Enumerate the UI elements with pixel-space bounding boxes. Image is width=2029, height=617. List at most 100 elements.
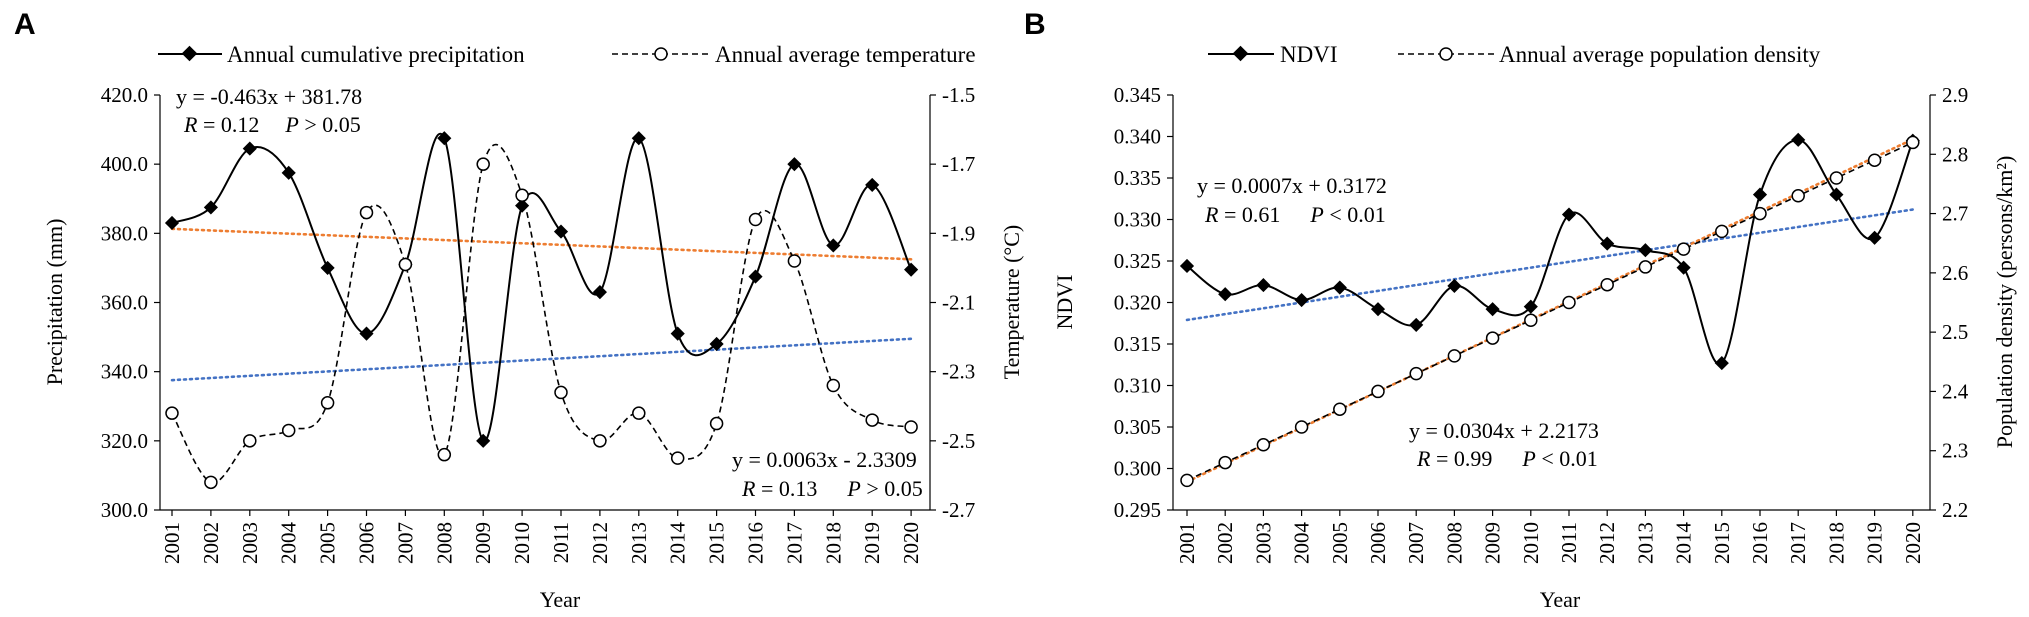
point-ndvi [1409,317,1424,332]
panel-b-y-ticks: 0.295 0.300 0.305 0.310 0.315 0.320 0.325 0.330… [1114,83,1173,522]
x-tick-label: 2004 [1290,522,1314,565]
b-eq2-r-label: R [1416,446,1431,471]
point-annual-average-temperature [787,254,802,268]
y-tick-label: 0.335 [1114,166,1161,190]
point-ndvi [1829,187,1844,202]
point-annual-average-population-density [1867,153,1882,167]
y-tick-label: 340.0 [101,360,148,384]
x-tick-label: 2006 [1366,522,1390,564]
x-tick-label: 2015 [705,522,729,564]
legend-ndvi-label: NDVI [1280,42,1338,67]
x-tick-label: 2012 [1595,522,1619,564]
x-tick-label: 2010 [1519,522,1543,564]
b-eq2-p-label: P [1521,446,1535,471]
point-annual-cumulative-precipitation [709,336,724,352]
x-tick-label: 2018 [821,522,845,564]
point-annual-cumulative-precipitation [631,131,646,146]
point-annual-average-temperature [865,413,879,427]
x-tick-label: 2017 [1786,522,1810,564]
b-eq1-p-value: < 0.01 [1324,202,1386,227]
legend-temp-marker [654,47,668,61]
y-tick-label: 0.340 [1114,125,1161,149]
point-ndvi [1752,187,1768,202]
point-annual-average-population-density [1409,366,1423,381]
eq1-r-label: R [183,112,198,137]
point-annual-average-temperature [281,423,296,438]
panel-b-eq1-stats: R = 0.61 P < 0.01 [1204,202,1386,227]
x-tick-label: 2007 [1404,522,1428,564]
b-eq2-p-value: < 0.01 [1536,446,1598,471]
point-annual-cumulative-precipitation [748,269,763,284]
point-annual-cumulative-precipitation [320,260,335,275]
point-annual-cumulative-precipitation [515,198,530,213]
point-ndvi [1370,302,1386,317]
panel-a-y2-ticks: -2.7 -2.5 -2.3 -2.1 -1.9 -1.7 -1.5 [930,83,975,522]
y-tick-label: 0.300 [1114,457,1161,481]
legend-ndvi-marker [1232,45,1249,62]
x-tick-label: 2011 [1557,522,1581,563]
point-annual-cumulative-precipitation [865,177,880,192]
point-annual-average-temperature [398,257,413,272]
point-annual-average-population-density [1676,242,1691,256]
eq1-p-value: > 0.05 [299,112,361,137]
y2-tick-label: -1.7 [942,152,975,176]
x-tick-label: 2020 [1901,522,1925,564]
y2-tick-label: -2.7 [942,498,975,522]
x-tick-label: 2018 [1824,522,1848,564]
y-tick-label: 360.0 [101,291,148,315]
panel-b-plot [1179,132,1920,488]
point-annual-average-population-density [1906,135,1920,150]
legend-pop-marker [1439,47,1453,61]
x-tick-label: 2019 [1863,522,1887,564]
panel-a-x-title: Year [540,587,581,612]
point-annual-average-population-density [1791,189,1805,203]
point-annual-cumulative-precipitation [670,326,685,341]
eq1-p-label: P [284,112,298,137]
b-eq1-r-label: R [1204,202,1219,227]
x-tick-label: 2012 [588,522,612,564]
x-tick-label: 2009 [471,522,495,564]
point-ndvi [1332,280,1347,295]
y2-tick-label: 2.2 [1942,498,1968,522]
panel-b-x-ticks: 2001 2002 2003 2004 2005 2006 2007 2008 2009 2010… [1175,510,1925,564]
x-tick-label: 2002 [199,522,223,564]
y-tick-label: 0.305 [1114,415,1161,439]
point-annual-average-temperature [670,451,685,465]
y-tick-label: 0.330 [1114,208,1161,232]
point-annual-average-temperature [165,406,179,420]
point-ndvi [1447,278,1462,293]
point-annual-average-population-density [1371,384,1385,399]
y2-tick-label: 2.7 [1942,202,1968,226]
point-annual-average-temperature [476,157,490,171]
y-tick-label: 400.0 [101,152,148,176]
point-annual-average-population-density [1715,224,1729,239]
point-ndvi [1218,287,1233,302]
panel-a-eq2-stats: R = 0.13 P > 0.05 [741,476,923,501]
x-tick-label: 2008 [1442,522,1466,564]
point-annual-average-temperature [709,416,724,431]
x-tick-label: 2004 [277,522,301,565]
point-annual-average-temperature [204,475,218,490]
b-eq1-r-value: = 0.61 [1218,202,1280,227]
point-annual-average-temperature [826,378,841,393]
panel-a-x-ticks: 2001 2002 2003 2004 2005 2006 2007 2008 2009 2010… [160,510,923,564]
y2-tick-label: -2.1 [942,291,975,315]
point-annual-cumulative-precipitation [437,131,452,146]
point-annual-average-temperature [554,385,568,400]
point-annual-average-temperature [359,205,374,220]
y-tick-label: 0.320 [1114,291,1161,315]
y2-tick-label: 2.3 [1942,439,1968,463]
point-ndvi [1676,260,1691,275]
eq2-p-label: P [846,476,860,501]
point-annual-cumulative-precipitation [787,157,802,172]
point-annual-cumulative-precipitation [592,285,607,300]
point-ndvi [1485,302,1500,317]
point-annual-average-temperature [515,188,529,203]
panel-b-label: B [1024,8,1046,41]
trendline-right-axis [170,337,913,382]
x-tick-label: 2015 [1710,522,1734,564]
point-annual-average-population-density [1600,277,1614,292]
point-annual-cumulative-precipitation [281,165,296,180]
point-annual-cumulative-precipitation [826,238,841,253]
